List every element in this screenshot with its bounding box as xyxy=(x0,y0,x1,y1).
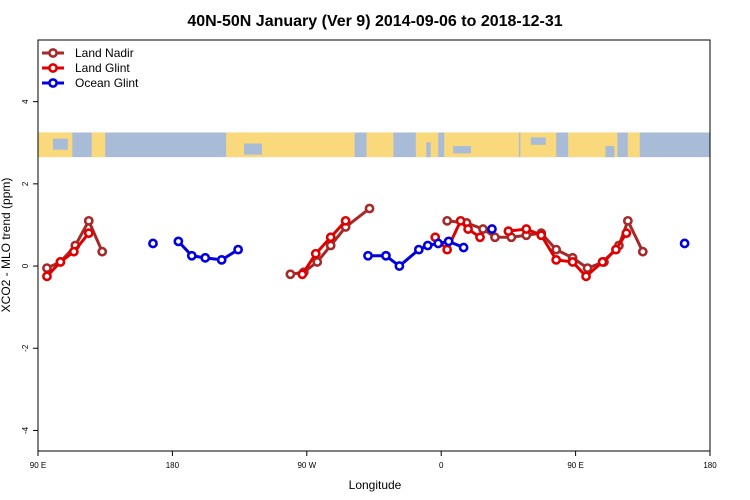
data-point xyxy=(340,215,351,226)
data-point xyxy=(97,246,108,257)
data-point xyxy=(581,271,591,282)
plot-frame xyxy=(37,39,711,452)
data-point xyxy=(200,252,211,263)
data-point xyxy=(422,240,433,251)
series-line xyxy=(447,219,645,270)
legend-label: Land Nadir xyxy=(75,46,134,60)
data-point xyxy=(381,250,391,261)
data-point xyxy=(503,226,514,237)
map-water xyxy=(530,137,546,145)
data-point xyxy=(679,238,690,249)
data-point xyxy=(83,215,94,226)
y-tick-label: -2 xyxy=(21,344,30,352)
data-point xyxy=(487,224,497,234)
data-point xyxy=(551,254,562,265)
x-tick-label: 180 xyxy=(166,461,180,470)
map-water xyxy=(453,146,472,154)
x-tick-label: 90 E xyxy=(30,461,46,470)
data-point xyxy=(521,224,532,234)
x-axis-label: Longitude xyxy=(349,478,402,492)
series-line xyxy=(45,232,90,278)
data-point xyxy=(413,244,424,255)
data-point xyxy=(442,244,453,255)
x-tick-label: 90 E xyxy=(567,461,583,470)
data-point xyxy=(83,228,94,239)
data-point xyxy=(443,236,454,247)
data-point xyxy=(597,257,608,267)
data-point xyxy=(582,263,593,274)
data-point xyxy=(186,250,197,261)
data-point xyxy=(216,254,227,265)
map-land xyxy=(520,132,557,158)
legend-swatch-marker xyxy=(48,63,58,73)
data-point xyxy=(567,257,578,267)
data-point xyxy=(363,250,373,261)
legend-label: Ocean Glint xyxy=(75,76,139,90)
data-point xyxy=(622,215,633,226)
map-land xyxy=(627,132,640,158)
y-axis-label: XCO2 - MLO trend (ppm) xyxy=(0,178,13,313)
data-point xyxy=(475,232,485,243)
data-point xyxy=(325,240,336,251)
series-ocean-glint xyxy=(148,224,690,271)
data-point xyxy=(42,263,52,274)
data-point xyxy=(297,269,308,280)
map-land xyxy=(444,132,519,158)
data-point xyxy=(458,242,469,253)
map-water xyxy=(426,142,431,158)
legend-item: Land Glint xyxy=(42,61,130,75)
data-point xyxy=(536,230,547,241)
y-tick-label: 4 xyxy=(21,99,30,104)
x-tick-label: 180 xyxy=(703,461,717,470)
data-point xyxy=(442,215,453,226)
data-point xyxy=(310,248,321,259)
data-point xyxy=(455,215,466,226)
data-point xyxy=(325,232,336,243)
series-land-glint xyxy=(42,215,632,282)
map-land xyxy=(91,132,106,158)
data-point xyxy=(463,224,473,234)
x-tick-label: 90 W xyxy=(297,461,316,470)
map-water xyxy=(52,138,68,150)
data-point xyxy=(551,244,562,255)
series-line xyxy=(301,219,347,276)
data-point xyxy=(433,238,444,249)
legend-swatch-marker xyxy=(48,78,58,88)
series-land-nadir xyxy=(42,203,648,280)
data-point xyxy=(394,261,405,271)
data-point xyxy=(478,224,488,234)
legend-item: Ocean Glint xyxy=(42,76,139,90)
chart-title: 40N-50N January (Ver 9) 2014-09-06 to 20… xyxy=(187,13,562,30)
data-point xyxy=(490,232,500,243)
data-point xyxy=(68,246,79,257)
data-point xyxy=(637,246,648,257)
data-point xyxy=(285,269,296,280)
legend-item: Land Nadir xyxy=(42,46,134,60)
data-point xyxy=(611,244,621,255)
data-point xyxy=(621,228,632,239)
series-layer xyxy=(42,203,690,282)
world-map-band xyxy=(38,132,710,158)
data-point xyxy=(364,203,375,214)
y-tick-label: -4 xyxy=(21,426,30,434)
map-land xyxy=(366,132,394,158)
y-tick-label: 0 xyxy=(21,263,30,268)
data-point xyxy=(55,257,66,267)
legend-swatch-marker xyxy=(48,48,58,58)
data-point xyxy=(42,271,52,282)
legend-label: Land Glint xyxy=(75,61,130,75)
map-water xyxy=(605,146,615,158)
data-point xyxy=(312,257,323,267)
axes: 90 E 180 90 W 0 90 E 180 -4 -2 0 2 4 xyxy=(21,39,717,470)
y-tick-label: 2 xyxy=(21,181,30,186)
data-point xyxy=(173,236,184,247)
map-water xyxy=(244,143,262,155)
data-point xyxy=(148,238,158,249)
data-point xyxy=(233,244,244,255)
x-tick-label: 0 xyxy=(439,461,444,470)
